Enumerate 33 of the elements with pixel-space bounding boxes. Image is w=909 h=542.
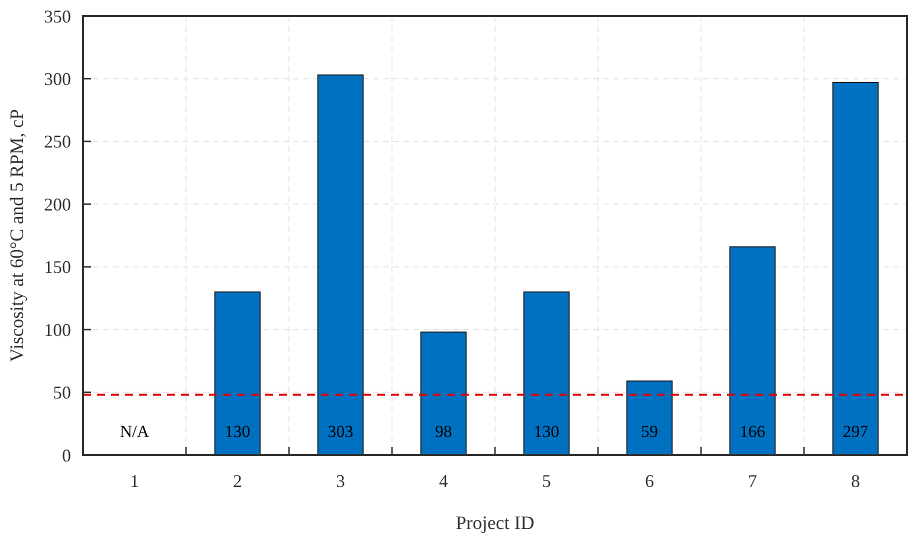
data-label: 130 [224, 422, 250, 441]
x-tick-label: 3 [336, 471, 345, 491]
data-label: 303 [328, 422, 354, 441]
y-tick-label: 200 [44, 194, 71, 214]
y-tick-label: 250 [44, 132, 71, 152]
y-tick-label: 300 [44, 69, 71, 90]
bar [729, 246, 776, 456]
data-label: 98 [435, 422, 452, 441]
bar [832, 82, 879, 456]
x-tick-label: 8 [851, 471, 860, 491]
data-label: 130 [534, 422, 560, 441]
x-axis-title: Project ID [456, 513, 534, 534]
y-tick-label: 150 [44, 257, 71, 278]
bar [626, 380, 673, 456]
bar [317, 74, 364, 456]
x-tick-label: 7 [748, 471, 757, 491]
y-tick-label: 50 [53, 382, 71, 403]
x-tick-label: 4 [439, 471, 448, 491]
bar [420, 332, 467, 456]
y-tick-label: 350 [44, 6, 71, 26]
text: N/A [120, 422, 150, 441]
data-label: 59 [641, 422, 658, 441]
bar [523, 291, 570, 456]
data-label: 297 [842, 422, 869, 441]
y-axis-title: Viscosity at 60°C and 5 RPM, cP [7, 109, 28, 362]
data-label: 166 [740, 422, 766, 441]
y-tick-label: 100 [44, 320, 71, 340]
x-tick-label: 6 [645, 471, 654, 491]
bar [214, 291, 261, 456]
y-tick-label: 0 [62, 445, 71, 466]
x-tick-label: 2 [233, 471, 242, 491]
x-tick-label: 5 [542, 471, 551, 491]
x-tick-label: 1 [130, 471, 139, 491]
